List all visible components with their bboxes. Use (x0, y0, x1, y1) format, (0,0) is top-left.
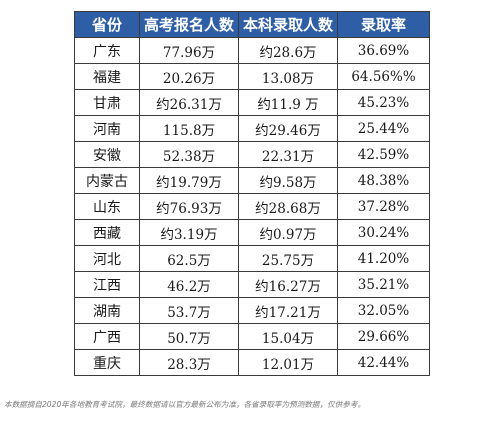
table-row: 西藏 约3.19万 约0.97万 30.24% (74, 219, 430, 246)
cell-rate: 64.56%% (337, 63, 430, 90)
cell-province: 山东 (74, 193, 140, 220)
table-row: 江西 46.2万 约16.27万 35.21% (74, 271, 430, 298)
table-row: 福建 20.26万 13.08万 64.56%% (74, 63, 430, 90)
cell-admitted: 约28.68万 (238, 193, 338, 220)
cell-applicants: 约3.19万 (139, 219, 239, 246)
cell-applicants: 46.2万 (139, 271, 239, 298)
cell-admitted: 约16.27万 (238, 271, 338, 298)
table-row: 河北 62.5万 25.75万 41.20% (74, 245, 430, 272)
cell-rate: 32.05% (337, 297, 430, 324)
table-row: 河南 115.8万 约29.46万 25.44% (74, 115, 430, 142)
cell-province: 河北 (74, 245, 140, 272)
cell-province: 广西 (74, 323, 140, 350)
table-row: 重庆 28.3万 12.01万 42.44% (74, 349, 430, 376)
cell-province: 安徽 (74, 141, 140, 168)
cell-applicants: 115.8万 (139, 115, 239, 142)
cell-rate: 42.44% (337, 349, 430, 376)
cell-applicants: 20.26万 (139, 63, 239, 90)
cell-applicants: 62.5万 (139, 245, 239, 272)
cell-rate: 35.21% (337, 271, 430, 298)
cell-province: 西藏 (74, 219, 140, 246)
cell-admitted: 15.04万 (238, 323, 338, 350)
header-applicants: 高考报名人数 (139, 11, 239, 38)
cell-province: 江西 (74, 271, 140, 298)
table-row: 广西 50.7万 15.04万 29.66% (74, 323, 430, 350)
cell-admitted: 约29.46万 (238, 115, 338, 142)
cell-admitted: 13.08万 (238, 63, 338, 90)
cell-applicants: 28.3万 (139, 349, 239, 376)
table-row: 安徽 52.38万 22.31万 42.59% (74, 141, 430, 168)
cell-admitted: 约17.21万 (238, 297, 338, 324)
table-row: 湖南 53.7万 约17.21万 32.05% (74, 297, 430, 324)
header-province: 省份 (74, 11, 140, 38)
table-row: 内蒙古 约19.79万 约9.58万 48.38% (74, 167, 430, 194)
header-admitted: 本科录取人数 (238, 11, 338, 38)
cell-applicants: 52.38万 (139, 141, 239, 168)
cell-rate: 48.38% (337, 167, 430, 194)
table-row: 甘肃 约26.31万 约11.9 万 45.23% (74, 89, 430, 116)
cell-rate: 45.23% (337, 89, 430, 116)
cell-applicants: 约26.31万 (139, 89, 239, 116)
cell-applicants: 53.7万 (139, 297, 239, 324)
cell-province: 湖南 (74, 297, 140, 324)
cell-rate: 30.24% (337, 219, 430, 246)
cell-province: 广东 (74, 37, 140, 64)
cell-province: 重庆 (74, 349, 140, 376)
cell-rate: 37.28% (337, 193, 430, 220)
cell-admitted: 约9.58万 (238, 167, 338, 194)
footnote-disclaimer: 本数据摘自2020年各地教育考试院，最终数据请以官方最新公布为准，各省录取率为预… (4, 400, 366, 409)
cell-admitted: 约0.97万 (238, 219, 338, 246)
cell-applicants: 约76.93万 (139, 193, 239, 220)
table-row: 山东 约76.93万 约28.68万 37.28% (74, 193, 430, 220)
cell-admitted: 22.31万 (238, 141, 338, 168)
cell-applicants: 50.7万 (139, 323, 239, 350)
cell-applicants: 77.96万 (139, 37, 239, 64)
cell-province: 河南 (74, 115, 140, 142)
table-header-row: 省份 高考报名人数 本科录取人数 录取率 (74, 11, 430, 38)
cell-rate: 25.44% (337, 115, 430, 142)
admission-table: 省份 高考报名人数 本科录取人数 录取率 广东 77.96万 约28.6万 36… (74, 11, 430, 376)
cell-rate: 36.69% (337, 37, 430, 64)
cell-admitted: 12.01万 (238, 349, 338, 376)
cell-admitted: 25.75万 (238, 245, 338, 272)
cell-rate: 41.20% (337, 245, 430, 272)
admission-table-container: 省份 高考报名人数 本科录取人数 录取率 广东 77.96万 约28.6万 36… (74, 11, 430, 376)
header-admission-rate: 录取率 (337, 11, 430, 38)
cell-province: 甘肃 (74, 89, 140, 116)
cell-applicants: 约19.79万 (139, 167, 239, 194)
cell-rate: 29.66% (337, 323, 430, 350)
cell-province: 内蒙古 (74, 167, 140, 194)
table-row: 广东 77.96万 约28.6万 36.69% (74, 37, 430, 64)
cell-admitted: 约11.9 万 (238, 89, 338, 116)
cell-rate: 42.59% (337, 141, 430, 168)
cell-province: 福建 (74, 63, 140, 90)
cell-admitted: 约28.6万 (238, 37, 338, 64)
